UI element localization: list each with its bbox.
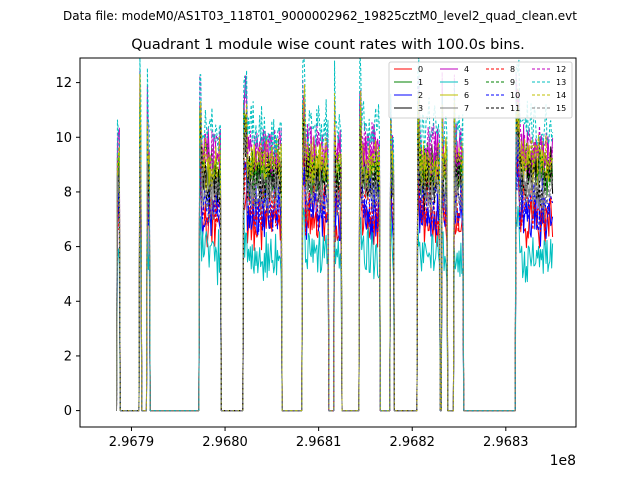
legend-label-4: 4 bbox=[464, 65, 469, 74]
x-tick-label: 2.9680 bbox=[202, 435, 248, 450]
y-tick-label: 12 bbox=[55, 76, 72, 91]
y-tick-label: 2 bbox=[64, 349, 72, 364]
x-tick-label: 2.9679 bbox=[109, 435, 155, 450]
series-line-15 bbox=[116, 126, 554, 412]
x-tick-label: 2.9683 bbox=[483, 435, 529, 450]
legend-label-6: 6 bbox=[464, 91, 469, 100]
legend-label-9: 9 bbox=[510, 78, 515, 87]
legend-label-13: 13 bbox=[556, 78, 566, 87]
x-tick-label: 2.9681 bbox=[296, 435, 342, 450]
legend-label-0: 0 bbox=[418, 65, 423, 74]
series-layer bbox=[116, 58, 554, 412]
chart-title: Quadrant 1 module wise count rates with … bbox=[131, 37, 525, 53]
plot-frame bbox=[79, 57, 577, 428]
series-line-13 bbox=[116, 58, 554, 412]
legend-label-14: 14 bbox=[556, 91, 566, 100]
legend-label-1: 1 bbox=[418, 78, 423, 87]
legend-label-5: 5 bbox=[464, 78, 469, 87]
legend-label-8: 8 bbox=[510, 65, 515, 74]
x-axis: 2.9679 2.9680 2.9681 2.9682 2.9683 bbox=[109, 427, 529, 450]
y-tick-label: 8 bbox=[64, 185, 72, 200]
legend-label-7: 7 bbox=[464, 104, 469, 113]
legend-label-3: 3 bbox=[418, 104, 423, 113]
legend-frame bbox=[388, 61, 573, 119]
legend-label-10: 10 bbox=[510, 91, 520, 100]
legend-label-15: 15 bbox=[556, 104, 566, 113]
y-tick-label: 4 bbox=[64, 295, 72, 310]
suptitle: Data file: modeM0/AS1T03_118T01_90000029… bbox=[63, 9, 577, 23]
y-axis: 0 2 4 6 8 10 12 bbox=[55, 76, 80, 419]
legend-label-11: 11 bbox=[510, 104, 520, 113]
y-tick-label: 6 bbox=[64, 240, 72, 255]
y-tick-label: 0 bbox=[64, 404, 72, 419]
legend-label-12: 12 bbox=[556, 65, 566, 74]
x-tick-label: 2.9682 bbox=[389, 435, 435, 450]
x-offset-label: 1e8 bbox=[550, 453, 576, 469]
legend-label-2: 2 bbox=[418, 91, 423, 100]
y-tick-label: 10 bbox=[55, 131, 72, 146]
